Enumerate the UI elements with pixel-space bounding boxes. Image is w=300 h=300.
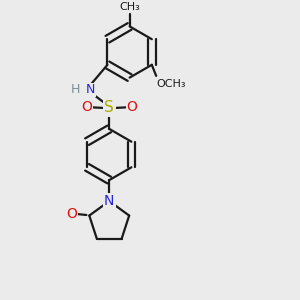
Text: N: N <box>104 194 114 208</box>
Text: N: N <box>86 83 95 96</box>
Text: O: O <box>127 100 137 114</box>
Text: S: S <box>104 100 114 116</box>
Text: OCH₃: OCH₃ <box>156 79 186 89</box>
Text: N: N <box>104 194 114 208</box>
Text: O: O <box>81 100 92 114</box>
Text: H: H <box>71 83 80 96</box>
Text: CH₃: CH₃ <box>119 2 140 12</box>
Text: O: O <box>66 207 77 221</box>
